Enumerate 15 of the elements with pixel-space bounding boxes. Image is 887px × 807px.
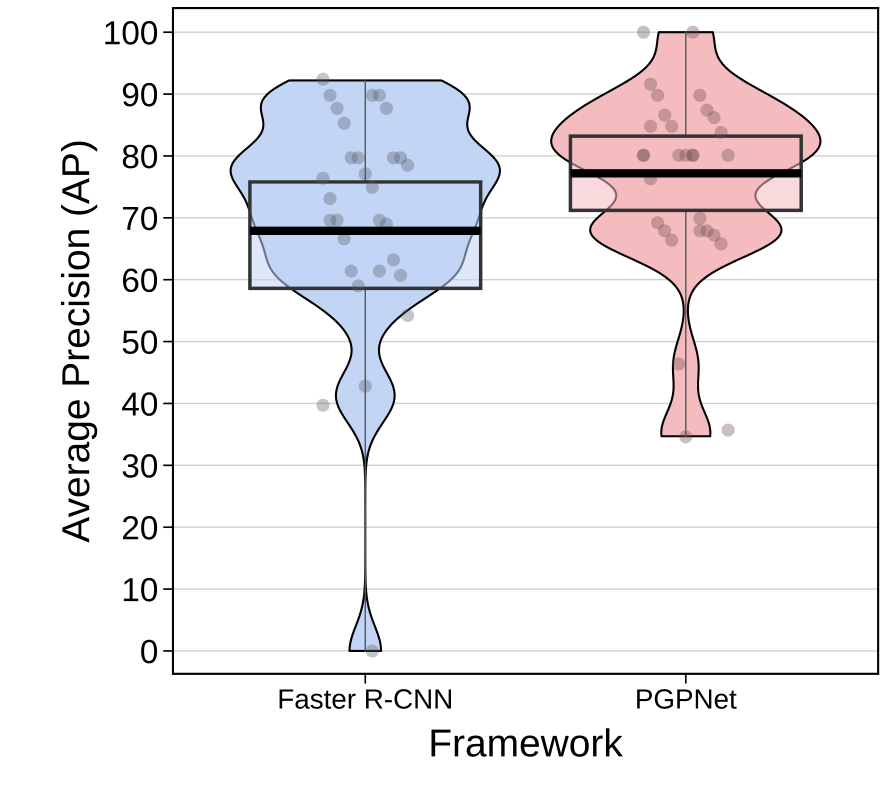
y-tick-label: 0 [141, 640, 158, 664]
x-tick-label: Faster R-CNN [280, 689, 451, 709]
x-tick-label: PGPNet [637, 689, 737, 709]
y-tick-label: 30 [122, 454, 158, 478]
y-tick-label: 60 [123, 268, 158, 292]
y-axis-title: Average Precision (AP) [60, 142, 98, 543]
y-tick-label: 50 [122, 330, 158, 354]
y-tick-label: 70 [123, 206, 158, 230]
y-tick-label: 80 [122, 144, 158, 168]
y-tick-label: 40 [122, 392, 158, 416]
y-tick-label: 20 [122, 516, 158, 540]
y-tick-label: 90 [122, 82, 158, 106]
x-axis-title: Framework [432, 728, 623, 757]
y-tick-label: 10 [124, 578, 158, 602]
y-tick-label: 100 [105, 21, 158, 45]
